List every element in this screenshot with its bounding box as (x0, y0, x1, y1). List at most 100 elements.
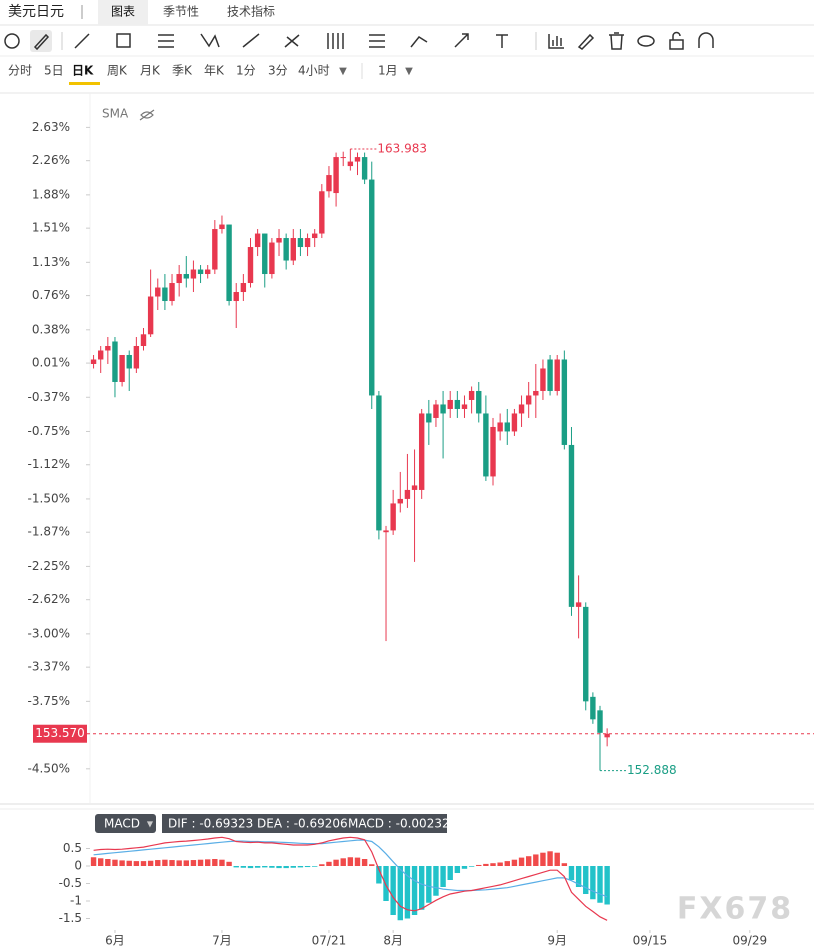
y-tick-label: -1.5 (59, 911, 82, 925)
tab[interactable]: 季节性 (163, 5, 199, 19)
watermark: FX678 (677, 892, 793, 927)
indicator-select[interactable] (95, 814, 156, 833)
x-tick-label: 6月 (105, 934, 125, 946)
period-option[interactable]: 3分 (268, 64, 288, 78)
candle-body (276, 238, 282, 243)
tool-icon[interactable] (548, 34, 564, 49)
macd-bar (319, 864, 325, 866)
candle-body (269, 242, 275, 275)
high-label: 163.983 (377, 141, 427, 155)
macd-bar (290, 866, 296, 868)
tool-icon[interactable] (669, 31, 684, 50)
tool-icon[interactable] (33, 33, 50, 51)
candle-body (140, 334, 147, 346)
tool-icon[interactable] (327, 33, 344, 49)
macd-bar (347, 857, 354, 866)
tab[interactable]: 图表 (111, 5, 135, 19)
candle-body (497, 422, 503, 432)
macd-bar (483, 863, 489, 866)
macd-bar (276, 866, 282, 869)
macd-bar (383, 866, 389, 901)
candle-body (426, 413, 432, 423)
tool-icon[interactable] (4, 33, 20, 49)
candle-body (347, 161, 354, 167)
candle-body (297, 238, 304, 248)
macd-bar (126, 860, 132, 866)
candle-body (590, 696, 596, 720)
candle-body (254, 233, 261, 248)
macd-bar (504, 861, 510, 866)
macd-bar (212, 859, 218, 866)
dropdown-arrow[interactable]: ▼ (339, 66, 347, 77)
period-option[interactable]: 年K (204, 64, 225, 78)
y-tick-label: 0.38% (32, 322, 70, 336)
y-tick-label: -1 (70, 894, 82, 908)
period-option[interactable]: 分时 (8, 64, 32, 78)
period-option[interactable]: 月K (140, 64, 161, 78)
tool-icon[interactable] (637, 35, 655, 47)
candle-body (554, 359, 560, 391)
tool-icon[interactable] (242, 33, 260, 48)
candle-body (169, 283, 175, 302)
period-option[interactable]: 日K (72, 64, 94, 78)
macd-bar (333, 859, 339, 866)
candle-body (397, 498, 403, 504)
toolbar (4, 30, 714, 52)
candle-body (376, 395, 382, 531)
tool-icon[interactable] (369, 34, 385, 48)
tool-icon[interactable] (116, 33, 131, 48)
y-tick-label: -0.37% (28, 390, 70, 404)
macd-bar (176, 860, 182, 866)
candle-body (212, 229, 218, 270)
tool-icon[interactable] (454, 33, 469, 48)
period-option[interactable]: 周K (107, 64, 128, 78)
candle-body (390, 503, 396, 531)
tool-icon[interactable] (284, 34, 300, 48)
y-tick-label: -1.50% (28, 491, 70, 505)
tool-icon[interactable] (200, 33, 220, 48)
dropdown-arrow[interactable]: ▼ (405, 66, 413, 77)
tool-icon[interactable] (577, 33, 595, 50)
status-macd: MACD : -0.00232 (348, 817, 450, 831)
y-tick-label: 0.01% (32, 356, 70, 370)
tool-icon[interactable] (74, 33, 90, 49)
last-price-tag (33, 724, 87, 743)
candle-body (326, 175, 332, 192)
period-option[interactable]: 季K (172, 64, 193, 78)
tool-icon[interactable] (698, 32, 714, 48)
candle-body (525, 395, 532, 405)
symbol: 美元日元 (8, 4, 64, 20)
macd-bar (404, 866, 411, 919)
y-tick-label: -2.25% (28, 559, 70, 573)
candle-body (240, 283, 247, 293)
macd-bar (440, 866, 446, 887)
y-tick-label: -0.75% (28, 424, 70, 438)
tab[interactable]: 技术指标 (227, 4, 275, 19)
candle-body (476, 390, 482, 414)
active-tab-bg (98, 0, 148, 25)
macd-bar (575, 866, 582, 887)
visibility-icon[interactable] (139, 109, 155, 121)
period-option[interactable]: 5日 (44, 64, 64, 78)
candle-body (226, 224, 232, 302)
candle-body (490, 426, 496, 477)
macd-bar (561, 863, 568, 866)
x-tick-label: 07/21 (312, 934, 347, 946)
candle-body (112, 341, 118, 382)
tool-icon[interactable] (410, 36, 428, 48)
plot: 2.63% 2.26% 1.88% 1.51% 1.13% 0.76% 0.38% 0.01%… (28, 120, 814, 946)
macd-bar (411, 866, 418, 915)
candle-body (561, 359, 568, 445)
macd-bar (283, 866, 289, 869)
tool-icon[interactable] (496, 34, 508, 48)
tool-icon[interactable] (158, 34, 174, 48)
macd-bar (269, 866, 275, 868)
tool-icon[interactable] (609, 32, 624, 50)
macd-bar (418, 866, 425, 910)
macd-bar (233, 866, 239, 868)
period-option[interactable]: 1分 (236, 64, 256, 78)
range[interactable]: 1月 (378, 64, 398, 78)
candle-body (197, 269, 204, 275)
period-option[interactable]: 4小时 (298, 64, 330, 78)
